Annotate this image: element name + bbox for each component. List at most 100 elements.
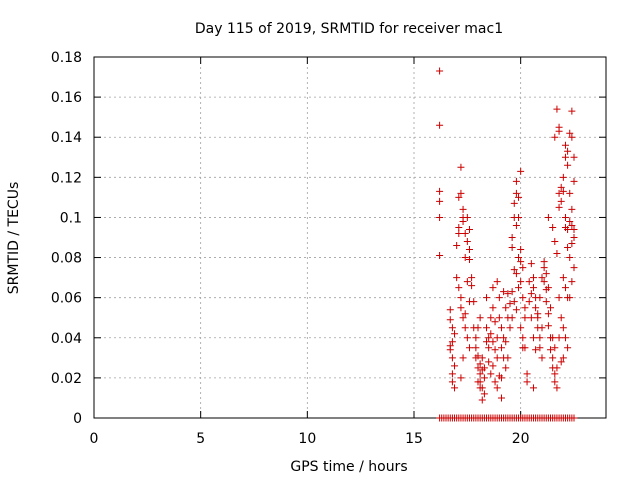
data-point xyxy=(534,310,542,318)
data-point xyxy=(555,189,563,197)
data-point xyxy=(461,324,469,332)
data-point xyxy=(540,258,548,266)
data-point xyxy=(555,294,563,302)
data-point xyxy=(474,324,482,332)
data-point xyxy=(459,205,467,213)
y-tick-label: 0.18 xyxy=(51,50,82,66)
data-point xyxy=(436,187,444,195)
data-point xyxy=(557,358,565,366)
data-point xyxy=(519,334,527,342)
data-point xyxy=(549,354,557,362)
data-point xyxy=(448,338,456,346)
data-point xyxy=(549,223,557,231)
data-point xyxy=(557,197,565,205)
data-point xyxy=(568,278,576,286)
data-point xyxy=(453,274,461,282)
data-point xyxy=(470,298,478,306)
data-point xyxy=(570,264,578,272)
data-point xyxy=(521,304,529,312)
data-point xyxy=(519,264,527,272)
data-point xyxy=(497,324,505,332)
data-point xyxy=(553,384,561,392)
data-point xyxy=(468,274,476,282)
data-point xyxy=(476,360,484,368)
data-point xyxy=(465,344,473,352)
data-point xyxy=(532,304,540,312)
data-point xyxy=(570,414,578,422)
data-point xyxy=(561,334,569,342)
data-point xyxy=(561,284,569,292)
data-point xyxy=(544,322,552,330)
data-point xyxy=(508,314,516,322)
data-point xyxy=(485,344,493,352)
data-point xyxy=(489,362,497,370)
data-point xyxy=(487,330,495,338)
data-point xyxy=(461,310,469,318)
data-point xyxy=(538,274,546,282)
data-point xyxy=(512,270,520,278)
data-point xyxy=(517,324,525,332)
data-point xyxy=(504,354,512,362)
data-point xyxy=(555,127,563,135)
y-tick-label: 0.02 xyxy=(51,371,82,387)
y-tick-label: 0.04 xyxy=(51,331,82,347)
data-point xyxy=(559,324,567,332)
data-point xyxy=(561,141,569,149)
data-point xyxy=(461,229,469,237)
data-point xyxy=(553,364,561,372)
data-point xyxy=(517,258,525,266)
data-point xyxy=(517,246,525,254)
data-point xyxy=(500,288,508,296)
data-point xyxy=(570,153,578,161)
data-point xyxy=(436,121,444,129)
data-point xyxy=(527,260,535,268)
data-point xyxy=(446,306,454,314)
data-point xyxy=(510,266,518,274)
data-point xyxy=(564,161,572,169)
y-tick-label: 0.16 xyxy=(51,90,82,106)
data-point xyxy=(538,354,546,362)
data-point xyxy=(515,213,523,221)
data-point xyxy=(523,378,531,386)
data-point xyxy=(544,310,552,318)
data-point xyxy=(474,378,482,386)
data-point xyxy=(512,306,520,314)
data-point xyxy=(497,374,505,382)
data-point xyxy=(500,334,508,342)
data-point xyxy=(512,221,520,229)
data-point xyxy=(459,314,467,322)
data-point xyxy=(508,234,516,241)
y-tick-label: 0.14 xyxy=(51,130,82,146)
data-point xyxy=(551,133,559,141)
data-point xyxy=(566,294,574,302)
data-point xyxy=(529,384,537,392)
data-point xyxy=(536,294,544,302)
data-point xyxy=(455,223,463,231)
data-point xyxy=(451,330,459,338)
data-point xyxy=(506,324,514,332)
data-point xyxy=(515,193,523,201)
data-point xyxy=(529,284,537,292)
data-point xyxy=(436,252,444,260)
tick-marks xyxy=(93,56,606,419)
data-point xyxy=(551,238,559,246)
data-point xyxy=(549,334,557,342)
data-point xyxy=(474,364,482,372)
data-point xyxy=(493,278,501,286)
data-point xyxy=(568,205,576,213)
data-point xyxy=(508,244,516,252)
data-point xyxy=(504,290,512,298)
data-point xyxy=(521,314,529,322)
data-point xyxy=(557,314,565,322)
data-point xyxy=(506,300,514,308)
data-point xyxy=(515,254,523,262)
data-point xyxy=(547,304,555,312)
data-point xyxy=(472,334,480,342)
data-point xyxy=(536,344,544,352)
data-point xyxy=(551,344,559,352)
y-tick-label: 0.08 xyxy=(51,251,82,267)
data-point xyxy=(551,370,559,378)
data-point xyxy=(561,153,569,161)
data-point xyxy=(527,314,535,322)
